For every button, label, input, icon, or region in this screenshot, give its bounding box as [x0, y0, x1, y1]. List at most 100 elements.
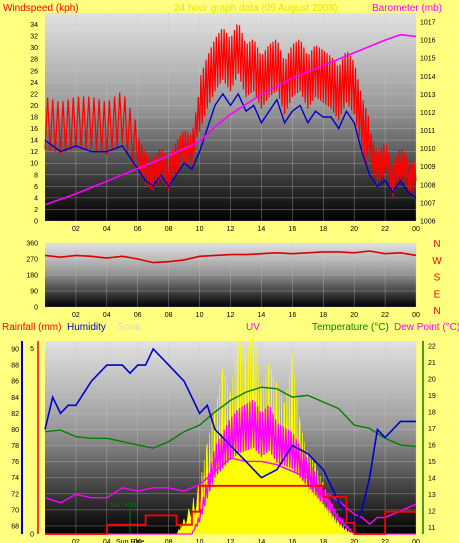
x-tick-label: 00: [412, 312, 420, 319]
barometer-axis-label: Barometer (mb): [372, 3, 442, 14]
humidity-tick-label: 74: [11, 475, 19, 482]
barometer-tick-label: 1009: [420, 164, 436, 171]
barometer-line: [44, 33, 417, 206]
windspeed-tick-label: 28: [30, 57, 38, 64]
humidity-tick-label: 80: [11, 427, 19, 434]
humidity-tick-label: 78: [11, 443, 19, 450]
x-tick-label: 12: [227, 226, 235, 233]
barometer-tick-label: 1008: [420, 182, 436, 189]
barometer-tick-label: 1013: [420, 92, 436, 99]
x-tick-label: 18: [319, 226, 327, 233]
x-tick-label: 20: [350, 539, 358, 543]
humidity-tick-label: 88: [11, 363, 19, 370]
compass-label: W: [432, 256, 442, 267]
uv-line: [45, 400, 416, 535]
rainfall-tick-label: 0: [30, 532, 34, 539]
x-tick-label: 08: [165, 226, 173, 233]
temperature-tick-label: 18: [428, 409, 436, 416]
x-tick-label: 16: [288, 312, 296, 319]
x-tick-label: 22: [381, 226, 389, 233]
barometer-tick-label: 1016: [420, 38, 436, 45]
direction-tick-label: 0: [34, 305, 38, 312]
x-tick-label: 22: [381, 312, 389, 319]
x-tick-label: 02: [72, 312, 80, 319]
x-tick-label: 20: [350, 226, 358, 233]
humidity-tick-label: 68: [11, 523, 19, 530]
x-tick-label: 06: [134, 226, 142, 233]
x-tick-label: 04: [103, 539, 111, 543]
temperature-tick-label: 12: [428, 508, 436, 515]
humidity-tick-label: 72: [11, 491, 19, 498]
temperature-tick-label: 15: [428, 459, 436, 466]
direction-line: [44, 250, 417, 264]
barometer-tick-label: 1007: [420, 200, 436, 207]
sunrise-label: Sun Rise: [116, 539, 145, 543]
compass-label: E: [434, 289, 441, 300]
humidity-tick-label: 70: [11, 507, 19, 514]
x-tick-label: 08: [165, 312, 173, 319]
x-tick-label: 16: [288, 539, 296, 543]
compass-label: N: [433, 306, 440, 317]
x-tick-label: 16: [288, 226, 296, 233]
x-tick-label: 10: [196, 539, 204, 543]
barometer-tick-label: 1012: [420, 110, 436, 117]
barometer-tick-label: 1017: [420, 20, 436, 27]
humidity-tick-label: 82: [11, 411, 19, 418]
x-tick-label: 00: [412, 539, 420, 543]
barometer-tick-label: 1014: [420, 74, 436, 81]
temperature-line: [44, 386, 417, 449]
solar-area: [45, 328, 416, 535]
x-tick-label: 04: [103, 312, 111, 319]
temperature-tick-label: 19: [428, 393, 436, 400]
rainfall-label: Rainfall (mm): [2, 322, 61, 333]
windspeed-axis-label: Windspeed (kph): [3, 3, 79, 14]
compass-label: N: [433, 239, 440, 250]
temperature-tick-label: 13: [428, 492, 436, 499]
temperature-tick-label: 17: [428, 426, 436, 433]
windspeed-tick-label: 2: [34, 207, 38, 214]
direction-tick-label: 270: [26, 257, 38, 264]
x-tick-label: 06: [134, 312, 142, 319]
x-tick-label: 06: [134, 539, 142, 543]
windspeed-tick-label: 26: [30, 68, 38, 75]
direction-tick-label: 360: [26, 241, 38, 248]
rainfall-tick-label: 5: [30, 346, 34, 353]
x-tick-label: 12: [227, 312, 235, 319]
windspeed-tick-label: 18: [30, 115, 38, 122]
windspeed-tick-label: 22: [30, 91, 38, 98]
compass-label: S: [434, 273, 441, 284]
humidity-line: [44, 347, 416, 528]
windspeed-tick-label: 8: [34, 172, 38, 179]
x-tick-label: 02: [72, 539, 80, 543]
x-tick-label: 12: [227, 539, 235, 543]
x-tick-label: 08: [165, 539, 173, 543]
windspeed-tick-label: 16: [30, 126, 38, 133]
windspeed-tick-label: 20: [30, 103, 38, 110]
humidity-tick-label: 90: [11, 347, 19, 354]
x-tick-label: 18: [319, 539, 327, 543]
rainfall-line: [45, 484, 416, 535]
x-tick-label: 14: [258, 539, 266, 543]
sunrise-label: Sun Rise: [110, 502, 139, 509]
humidity-tick-label: 86: [11, 379, 19, 386]
uv-label: UV: [246, 322, 260, 333]
barometer-tick-label: 1015: [420, 56, 436, 63]
windspeed-tick-label: 12: [30, 149, 38, 156]
temperature-label: Temperature (°C): [312, 322, 389, 333]
windspeed-tick-label: 24: [30, 80, 38, 87]
chart-title: 24 hour graph data (05 August 2008): [174, 3, 337, 14]
x-tick-label: 04: [103, 226, 111, 233]
temperature-tick-label: 11: [428, 525, 435, 532]
x-tick-label: 02: [72, 226, 80, 233]
barometer-tick-label: 1006: [420, 219, 436, 226]
x-tick-label: 14: [258, 226, 266, 233]
humidity-tick-label: 76: [11, 459, 19, 466]
x-tick-label: 10: [196, 312, 204, 319]
x-tick-label: 20: [350, 312, 358, 319]
windspeed-tick-label: 0: [34, 219, 38, 226]
x-tick-label: 22: [381, 539, 389, 543]
barometer-tick-label: 1011: [420, 128, 435, 135]
x-tick-label: 18: [319, 312, 327, 319]
x-tick-label: 10: [196, 226, 204, 233]
temperature-tick-label: 21: [428, 360, 436, 367]
